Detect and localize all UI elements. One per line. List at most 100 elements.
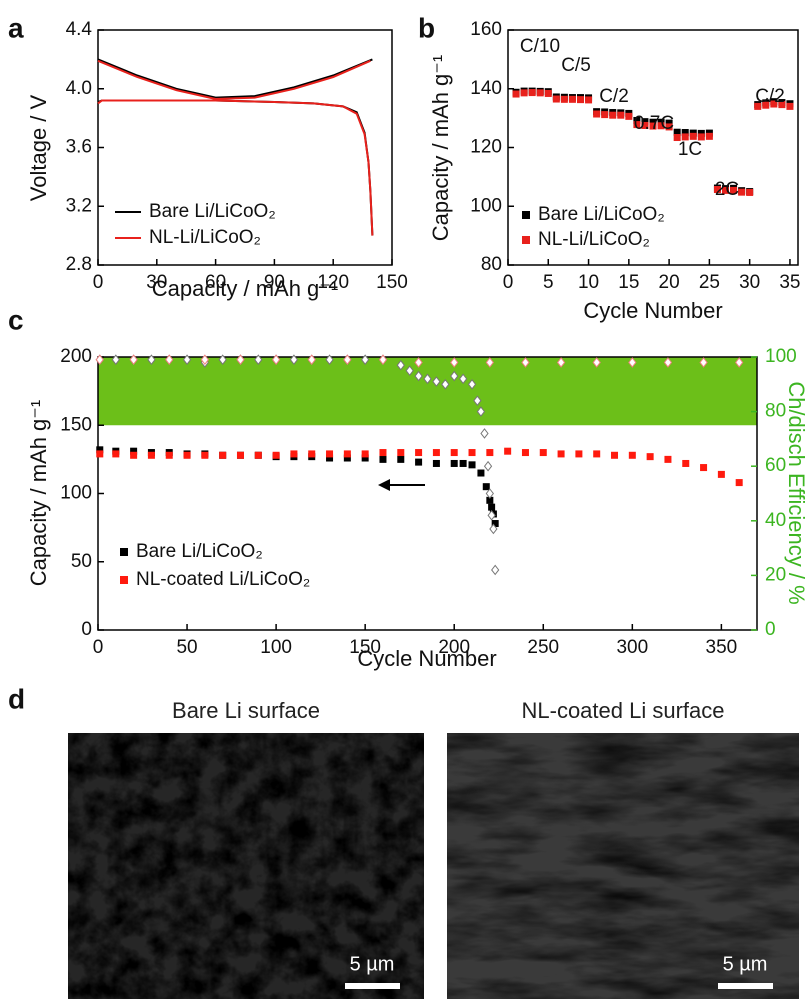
y-tick-label: 4.0 [66, 78, 92, 99]
data-point [577, 96, 584, 103]
rate-annotation: 0.7C [634, 113, 674, 134]
y-axis-title: Voltage / V [26, 94, 51, 201]
data-point [575, 450, 582, 457]
scale-bar-label: 5 µm [723, 953, 768, 975]
x-tick-label: 350 [706, 637, 738, 658]
y-tick-label: 2.8 [66, 254, 92, 275]
data-point [746, 189, 753, 196]
y-tick-label: 140 [470, 78, 502, 99]
x-tick-label: 300 [616, 637, 648, 658]
legend-swatch [522, 211, 530, 219]
data-point [255, 452, 262, 459]
data-point [184, 452, 191, 459]
data-point [617, 112, 624, 119]
y-tick-label: 0 [81, 619, 92, 640]
data-point [397, 449, 404, 456]
legend-label: NL-Li/LiCoO₂ [149, 227, 261, 248]
data-point [609, 112, 616, 119]
efficiency-band [98, 357, 757, 425]
data-point [504, 448, 511, 455]
data-point [469, 461, 476, 468]
efficiency-point [485, 462, 492, 471]
data-point [415, 459, 422, 466]
data-point [664, 456, 671, 463]
rate-annotation: 2C [715, 179, 739, 200]
data-point [706, 133, 713, 140]
data-point [601, 111, 608, 118]
data-point [415, 449, 422, 456]
data-point [593, 450, 600, 457]
scale-bar-label: 5 µm [350, 953, 395, 975]
data-point [433, 449, 440, 456]
data-point [629, 452, 636, 459]
y2-tick-label: 80 [765, 401, 786, 422]
data-point [488, 504, 495, 511]
data-point [344, 450, 351, 457]
data-point [540, 449, 547, 456]
data-point [537, 89, 544, 96]
x-tick-label: 0 [93, 272, 104, 293]
data-point [433, 460, 440, 467]
data-point [477, 470, 484, 477]
y-tick-label: 80 [481, 254, 502, 275]
x-tick-label: 15 [618, 272, 639, 293]
data-point [326, 450, 333, 457]
y-tick-label: 4.4 [66, 19, 93, 40]
y2-axis-title: Ch/disch Efficiency / % [784, 381, 809, 604]
data-point [362, 450, 369, 457]
data-point [513, 91, 520, 98]
data-point [483, 483, 490, 490]
data-point [219, 452, 226, 459]
x-tick-label: 50 [176, 637, 197, 658]
data-point [451, 449, 458, 456]
data-point [308, 450, 315, 457]
y-tick-label: 160 [470, 19, 502, 40]
data-point [451, 460, 458, 467]
x-axis-title: Capacity / mAh g⁻¹ [152, 276, 338, 301]
data-point [201, 452, 208, 459]
y-axis-title: Capacity / mAh g⁻¹ [428, 55, 453, 241]
data-point [130, 452, 137, 459]
data-point [611, 452, 618, 459]
x-tick-label: 25 [699, 272, 720, 293]
x-tick-label: 250 [527, 637, 559, 658]
rate-annotation: C/10 [520, 36, 560, 57]
x-tick-label: 100 [260, 637, 292, 658]
data-point [569, 96, 576, 103]
rate-annotation: C/2 [755, 86, 785, 107]
data-point [486, 449, 493, 456]
efficiency-point [481, 429, 488, 438]
data-point [469, 449, 476, 456]
y2-tick-label: 20 [765, 564, 786, 585]
data-point [379, 449, 386, 456]
image-title: Bare Li surface [172, 698, 320, 723]
efficiency-point [486, 489, 493, 498]
data-point [290, 450, 297, 457]
panel-letter: c [8, 304, 24, 335]
data-point [625, 113, 632, 120]
image-title: NL-coated Li surface [522, 698, 725, 723]
data-point [585, 96, 592, 103]
data-point [561, 96, 568, 103]
legend-label: Bare Li/LiCoO₂ [149, 201, 276, 222]
y-tick-label: 3.6 [66, 137, 92, 158]
legend-label: Bare Li/LiCoO₂ [538, 204, 665, 225]
x-tick-label: 10 [578, 272, 599, 293]
data-point [736, 479, 743, 486]
legend-swatch [522, 236, 530, 244]
figure: d Bare Li surface NL-coated Li surface 5… [0, 0, 810, 999]
x-axis-title: Cycle Number [357, 646, 496, 671]
arrow-left [378, 479, 425, 491]
x-axis-title: Cycle Number [583, 298, 722, 323]
y-tick-label: 120 [470, 137, 502, 158]
data-point [521, 89, 528, 96]
data-point [529, 89, 536, 96]
data-point [112, 450, 119, 457]
data-point [682, 460, 689, 467]
y-axis-title: Capacity / mAh g⁻¹ [26, 400, 51, 586]
y-tick-label: 100 [60, 483, 92, 504]
data-point [545, 90, 552, 97]
y2-tick-label: 60 [765, 455, 786, 476]
data-point [647, 453, 654, 460]
x-tick-label: 30 [739, 272, 760, 293]
